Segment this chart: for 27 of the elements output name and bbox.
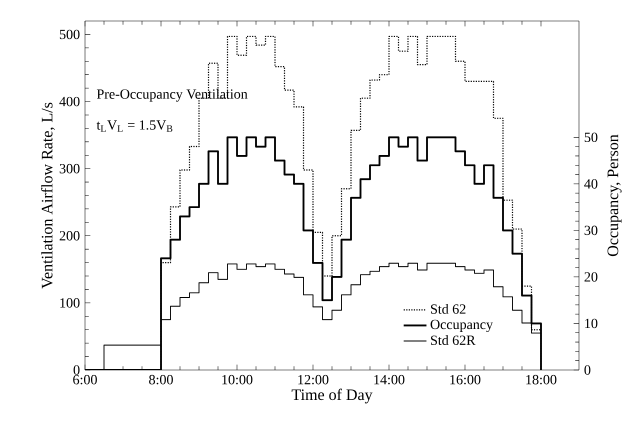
x-tick-label: 14:00 <box>374 374 404 384</box>
y2-tick-label: 10 <box>585 318 598 328</box>
x-axis-title: Time of Day <box>292 388 373 404</box>
y2-tick-label: 0 <box>584 365 590 375</box>
y2-tick-label: 50 <box>584 132 598 142</box>
annotation: t$_{L}$V$_{L}$ = 1.5V$_{B}$ <box>96 120 172 132</box>
y-tick-label: 200 <box>60 231 80 240</box>
x-tick-label: 6:00 <box>73 374 97 384</box>
x-tick-label: 10:00 <box>222 374 252 384</box>
x-tick-label: 16:00 <box>450 374 480 384</box>
legend-label: Occupancy <box>430 320 493 332</box>
y-tick-label: 0 <box>74 365 80 375</box>
y2-tick-label: 30 <box>584 226 598 236</box>
x-tick-label: 18:00 <box>526 374 556 384</box>
y-tick-label: 100 <box>60 298 80 308</box>
legend-label: Std 62R <box>431 335 476 345</box>
y2-tick-label: 40 <box>584 179 598 189</box>
annotation: Pre-Occupancy Ventilation <box>96 88 248 102</box>
x-tick-label: 8:00 <box>149 374 173 384</box>
legend-label: Std 62 <box>431 304 466 314</box>
y-tick-label: 300 <box>60 164 80 174</box>
y-tick-label: 400 <box>59 96 80 106</box>
y2-tick-label: 20 <box>584 272 598 282</box>
y-axis-title: Ventilation Airflow Rate, L/s <box>41 102 55 289</box>
y2-axis-title: Occupancy, Person <box>608 134 622 256</box>
y-tick-label: 500 <box>60 30 80 40</box>
x-tick-label: 12:00 <box>298 374 328 384</box>
